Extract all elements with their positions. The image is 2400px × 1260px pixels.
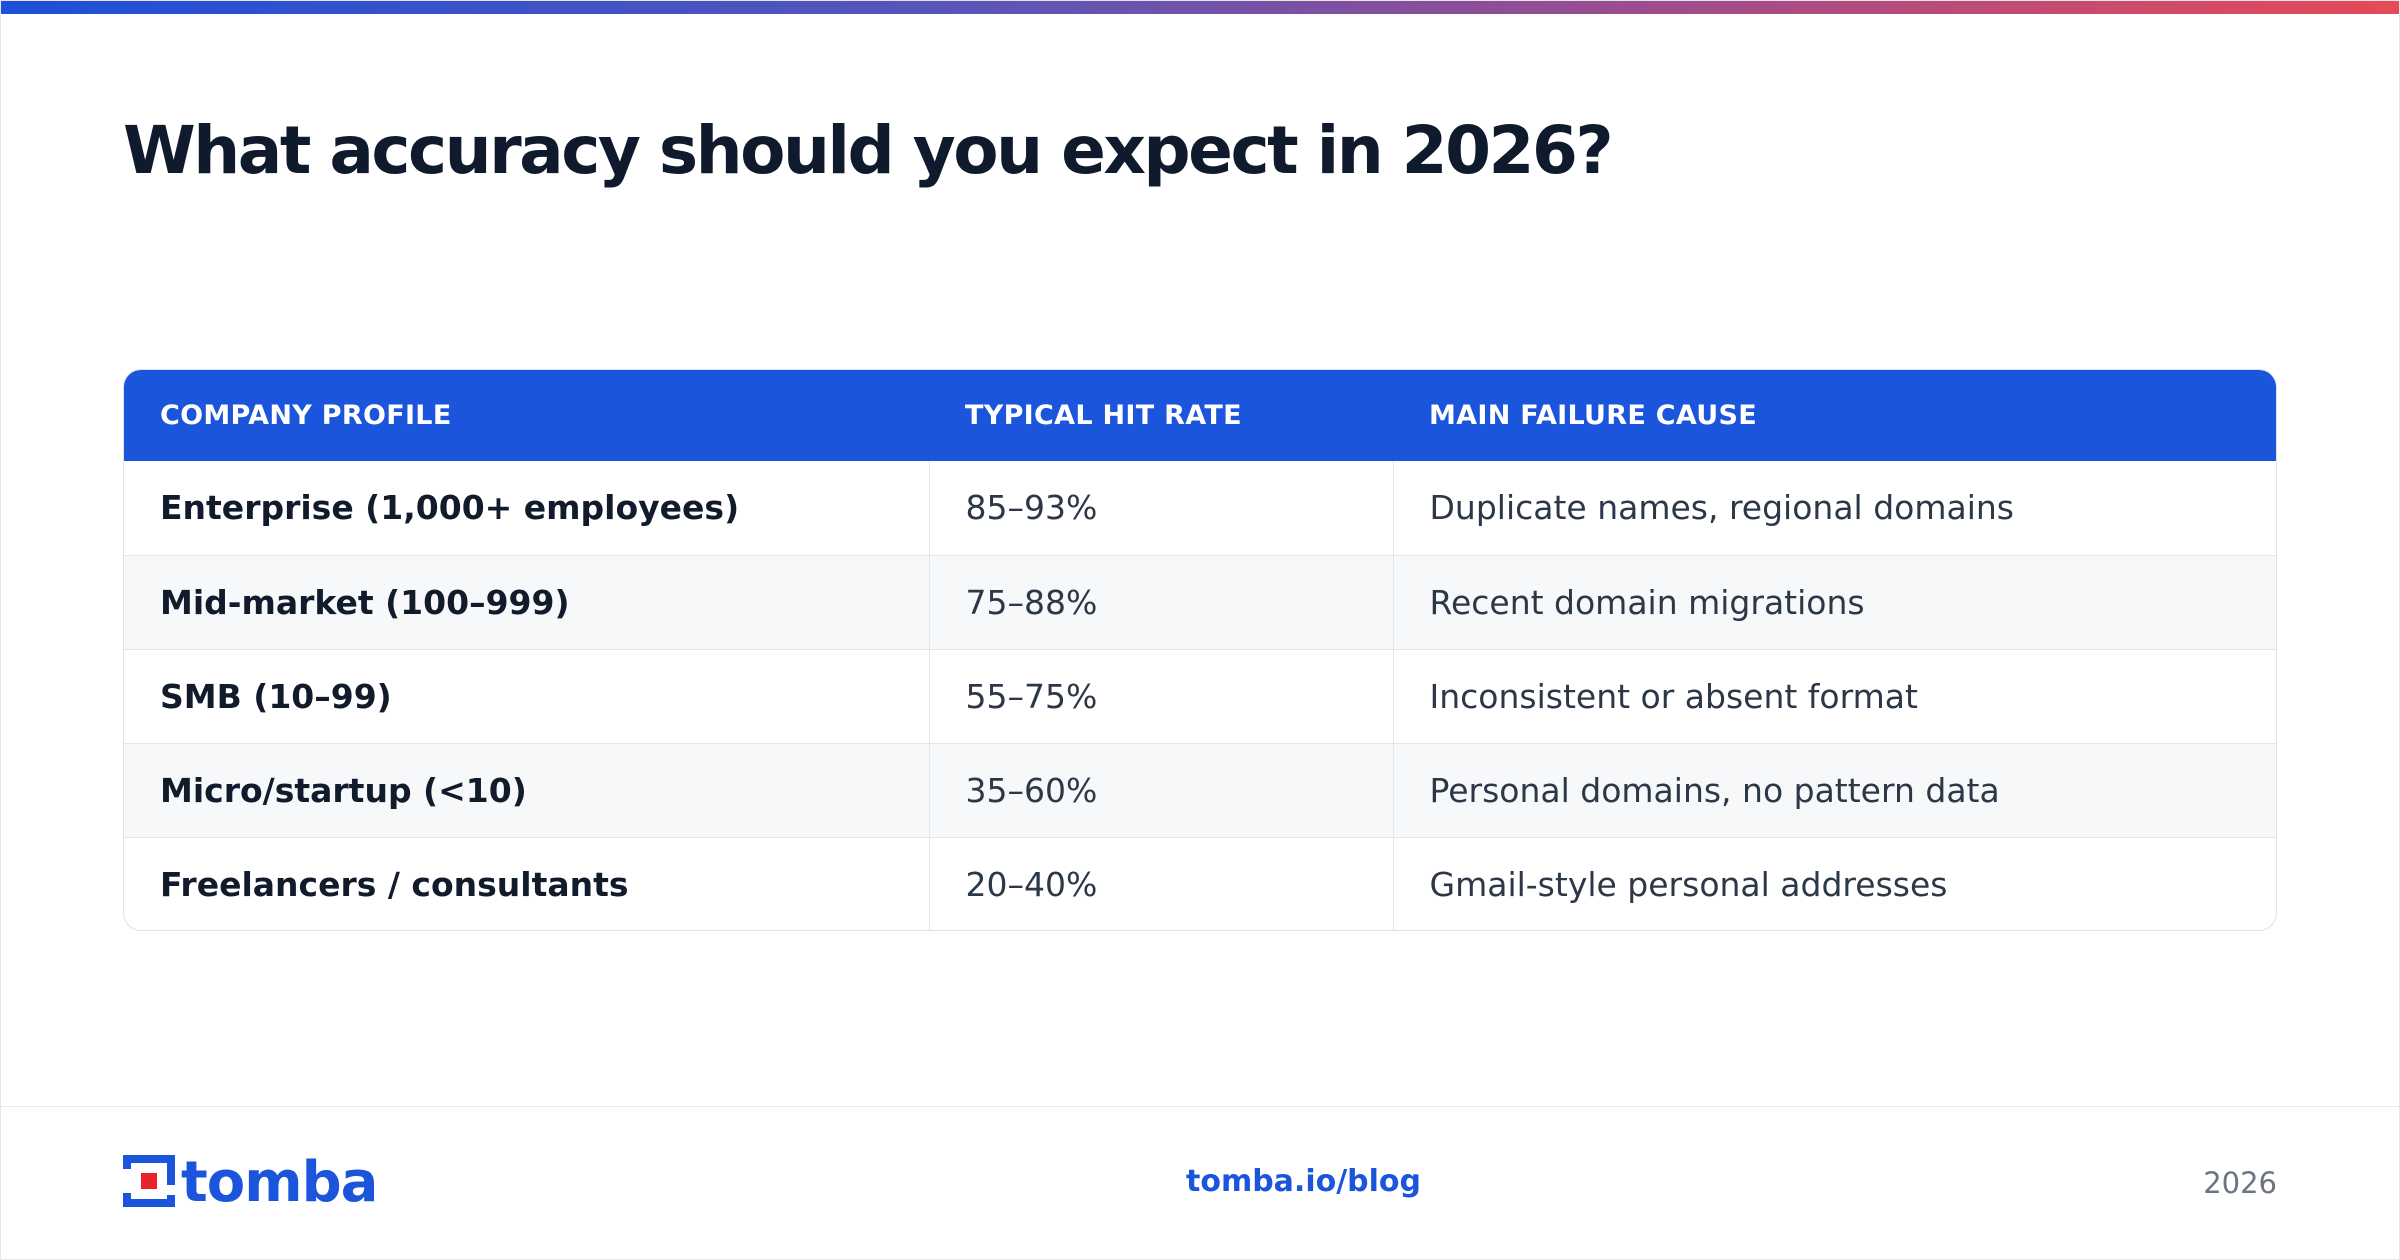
table-row: Micro/startup (<10) 35–60% Personal doma… (124, 742, 2276, 837)
company-profile-cell: Mid-market (100–999) (124, 554, 929, 649)
hit-rate-cell: 55–75% (928, 648, 1393, 743)
failure-cause-cell: Recent domain migrations (1392, 554, 2276, 649)
column-header-main-failure-cause: MAIN FAILURE CAUSE (1429, 400, 1757, 431)
failure-cause-cell: Inconsistent or absent format (1392, 648, 2276, 743)
column-header-typical-hit-rate: TYPICAL HIT RATE (965, 400, 1242, 431)
page-title: What accuracy should you expect in 2026? (123, 112, 1614, 189)
failure-cause-cell: Duplicate names, regional domains (1392, 461, 2276, 555)
table-row: Mid-market (100–999) 75–88% Recent domai… (124, 554, 2276, 649)
footer-divider (1, 1106, 2399, 1107)
accuracy-table: COMPANY PROFILE TYPICAL HIT RATE MAIN FA… (124, 370, 2276, 930)
company-profile-cell: Micro/startup (<10) (124, 742, 929, 837)
table-row: SMB (10–99) 55–75% Inconsistent or absen… (124, 648, 2276, 743)
hit-rate-cell: 75–88% (928, 554, 1393, 649)
table-row: Enterprise (1,000+ employees) 85–93% Dup… (124, 461, 2276, 555)
failure-cause-cell: Gmail-style personal addresses (1392, 836, 2276, 930)
company-profile-cell: SMB (10–99) (124, 648, 929, 743)
company-profile-cell: Freelancers / consultants (124, 836, 929, 930)
hit-rate-cell: 85–93% (928, 461, 1393, 555)
logo-wordmark: tomba (181, 1150, 378, 1215)
table-header-row: COMPANY PROFILE TYPICAL HIT RATE MAIN FA… (124, 370, 2276, 461)
hit-rate-cell: 35–60% (928, 742, 1393, 837)
failure-cause-cell: Personal domains, no pattern data (1392, 742, 2276, 837)
hit-rate-cell: 20–40% (928, 836, 1393, 930)
tomba-logo: tomba (123, 1150, 378, 1215)
tomba-logo-icon (123, 1154, 175, 1212)
column-header-company-profile: COMPANY PROFILE (160, 400, 452, 431)
footer-year: 2026 (2203, 1166, 2277, 1200)
accuracy-table-card: COMPANY PROFILE TYPICAL HIT RATE MAIN FA… (123, 369, 2277, 931)
gradient-accent-bar (1, 1, 2399, 14)
blog-link[interactable]: tomba.io/blog (1186, 1164, 1422, 1199)
company-profile-cell: Enterprise (1,000+ employees) (160, 488, 740, 528)
table-row: Freelancers / consultants 20–40% Gmail-s… (124, 836, 2276, 930)
